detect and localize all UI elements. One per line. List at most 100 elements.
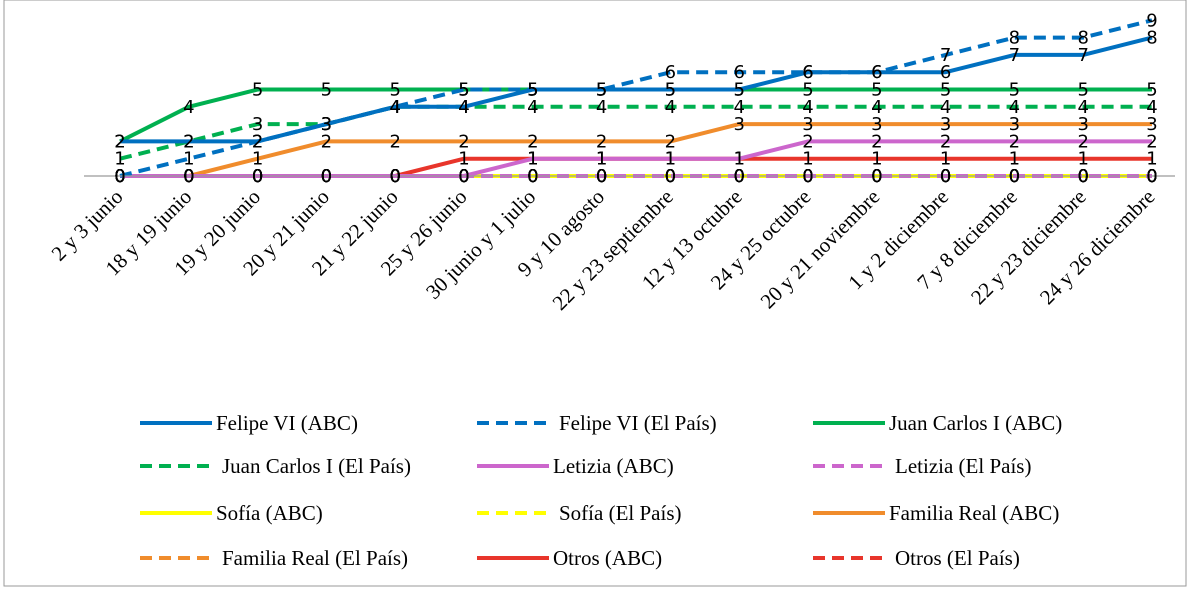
data-label: 0 (940, 166, 951, 187)
data-label: 5 (252, 80, 263, 101)
data-label: 6 (802, 62, 813, 83)
data-label: 0 (252, 166, 263, 187)
data-label: 1 (1009, 149, 1020, 170)
data-label: 5 (733, 80, 744, 101)
data-label: 2 (802, 131, 813, 152)
data-label: 0 (1077, 166, 1088, 187)
data-label: 4 (183, 97, 194, 118)
data-label: 4 (802, 97, 813, 118)
data-label: 0 (114, 166, 125, 187)
data-label: 0 (114, 166, 125, 187)
data-label: 5 (458, 80, 469, 101)
data-label: 0 (596, 166, 607, 187)
data-label: 0 (1146, 166, 1157, 187)
data-label: 1 (114, 149, 125, 170)
data-label: 0 (252, 166, 263, 187)
data-label: 0 (183, 166, 194, 187)
data-label: 0 (114, 166, 125, 187)
data-label: 0 (1077, 166, 1088, 187)
series-line-8 (120, 122, 1152, 178)
data-label: 2 (458, 131, 469, 152)
data-label: 5 (527, 80, 538, 101)
data-label: 5 (1009, 80, 1020, 101)
data-label: 3 (321, 114, 332, 135)
data-label: 0 (183, 166, 194, 187)
data-label: 0 (114, 166, 125, 187)
data-label: 2 (252, 131, 263, 152)
data-label: 4 (389, 97, 400, 118)
data-label: 0 (940, 166, 951, 187)
chart-frame (3, 0, 1187, 587)
data-label: 3 (802, 114, 813, 135)
data-label: 4 (458, 97, 469, 118)
data-label: 0 (527, 166, 538, 187)
legend: Felipe VI (ABC) Felipe VI (El País) Juan C… (140, 411, 1062, 570)
data-label: 0 (389, 166, 400, 187)
data-label: 0 (183, 166, 194, 187)
data-label: 5 (596, 80, 607, 101)
data-label: 5 (527, 80, 538, 101)
data-label: 1 (1077, 149, 1088, 170)
data-label: 5 (596, 80, 607, 101)
data-label: 3 (252, 114, 263, 135)
data-label: 0 (389, 166, 400, 187)
data-label: 4 (389, 97, 400, 118)
data-label: 5 (665, 80, 676, 101)
data-label: 2 (596, 131, 607, 152)
data-label: 0 (389, 166, 400, 187)
data-label: 0 (252, 166, 263, 187)
data-label: 0 (183, 166, 194, 187)
data-label: 5 (871, 80, 882, 101)
data-label: 2 (527, 131, 538, 152)
data-label: 0 (665, 166, 676, 187)
data-label: 2 (665, 131, 676, 152)
data-label: 0 (458, 166, 469, 187)
data-label: 6 (871, 62, 882, 83)
data-label: 0 (321, 166, 332, 187)
series-line-3 (119, 104, 1152, 161)
data-label: 0 (1146, 166, 1157, 187)
data-label: 0 (114, 166, 125, 187)
data-label: 1 (733, 149, 744, 170)
data-label: 2 (1146, 131, 1157, 152)
data-label: 3 (321, 114, 332, 135)
data-label: 2 (252, 131, 263, 152)
data-label: 0 (1146, 166, 1157, 187)
data-label: 5 (527, 80, 538, 101)
data-label: 6 (733, 62, 744, 83)
data-label: 3 (871, 114, 882, 135)
data-label: 0 (252, 166, 263, 187)
data-label: 1 (733, 149, 744, 170)
legend-label: Otros (El País) (895, 546, 1020, 570)
data-label: 1 (252, 149, 263, 170)
data-label: 2 (389, 131, 400, 152)
data-label: 0 (596, 166, 607, 187)
data-label: 8 (1146, 28, 1157, 49)
data-label: 0 (733, 166, 744, 187)
data-label: 1 (527, 149, 538, 170)
data-label: 1 (1146, 149, 1157, 170)
data-label: 0 (527, 166, 538, 187)
data-label: 0 (871, 166, 882, 187)
legend-label: Letizia (ABC) (553, 454, 674, 478)
series-line-10 (120, 156, 1152, 178)
data-label: 5 (1146, 80, 1157, 101)
data-label: 0 (114, 166, 125, 187)
data-label: 0 (871, 166, 882, 187)
data-label: 0 (321, 166, 332, 187)
data-label: 2 (321, 131, 332, 152)
data-label: 3 (1146, 114, 1157, 135)
data-label: 4 (665, 97, 676, 118)
series-line-2 (119, 87, 1152, 144)
data-label: 4 (1146, 97, 1157, 118)
legend-label: Letizia (El País) (895, 454, 1031, 478)
data-label: 0 (389, 166, 400, 187)
data-label: 3 (733, 114, 744, 135)
data-label: 7 (940, 45, 951, 66)
data-label: 0 (1077, 166, 1088, 187)
x-tick-label: 22 y 23 septiembre (548, 185, 678, 315)
data-label: 6 (940, 62, 951, 83)
data-label: 2 (871, 131, 882, 152)
data-label: 0 (871, 166, 882, 187)
